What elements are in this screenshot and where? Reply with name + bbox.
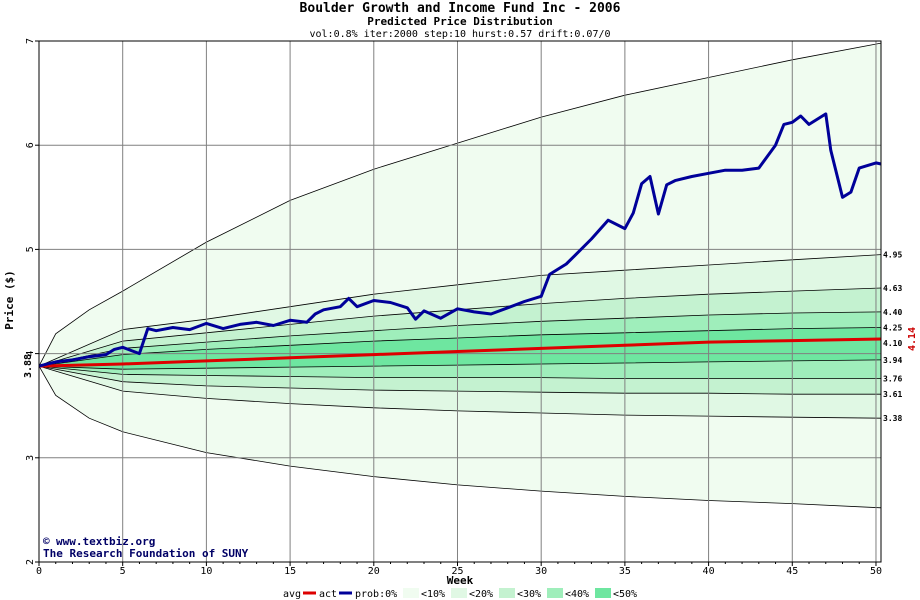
end-level-1: 4.95 — [883, 251, 902, 260]
end-level-9: 3.38 — [883, 414, 902, 423]
y-axis-label: Price ($) — [3, 270, 16, 330]
chart-title: Boulder Growth and Income Fund Inc - 200… — [300, 1, 621, 16]
x-tick-label-30: 30 — [535, 566, 547, 577]
end-level-2: 4.63 — [883, 284, 902, 293]
end-level-6: 3.94 — [883, 356, 902, 365]
website-credit: www.textbiz.org — [56, 535, 155, 548]
legend-band-swatch-2 — [451, 588, 467, 598]
end-level-4: 4.25 — [883, 324, 902, 333]
x-axis-ticks: 0 5 10 15 20 25 30 35 40 45 50 — [36, 562, 882, 577]
y-tick-label-4: 4 — [25, 351, 36, 357]
end-level-7: 3.76 — [883, 375, 902, 384]
y-tick-label-2: 2 — [25, 559, 36, 565]
series-act-line — [38, 112, 882, 368]
series-avg-line — [38, 337, 882, 368]
chart-subtitle: Predicted Price Distribution — [367, 15, 552, 28]
end-level-5: 4.10 — [883, 339, 902, 348]
y-tick-label-7: 7 — [25, 38, 36, 44]
legend-band-swatch-3 — [499, 588, 515, 598]
legend-band-swatch-4 — [547, 588, 563, 598]
x-tick-label-50: 50 — [870, 566, 882, 577]
y-tick-label-6: 6 — [25, 142, 36, 148]
y-tick-label-3: 3 — [25, 455, 36, 461]
legend-band-swatch-5 — [595, 588, 611, 598]
end-level-3: 4.40 — [883, 308, 902, 317]
x-tick-label-10: 10 — [200, 566, 212, 577]
x-tick-label-5: 5 — [120, 566, 126, 577]
end-level-labels: 4.95 4.63 4.40 4.25 4.10 3.94 3.76 3.61 3.38 — [883, 251, 902, 424]
last-value-label: 4.14 — [907, 327, 918, 351]
series-lines — [38, 112, 882, 368]
legend-band-label-2: <20% — [469, 589, 493, 600]
x-tick-label-0: 0 — [36, 566, 42, 577]
plot-frame — [38, 40, 882, 563]
x-tick-label-15: 15 — [284, 566, 296, 577]
legend-band-label-1: <10% — [421, 589, 445, 600]
x-tick-label-25: 25 — [451, 566, 463, 577]
legend: avg act prob:0% <10% <20% <30% <40% <50% — [283, 588, 637, 600]
y-axis-ticks: 2 3 4 5 6 7 — [25, 38, 39, 565]
legend-prob-label: prob:0% — [355, 589, 397, 600]
y-tick-label-5: 5 — [25, 246, 36, 252]
x-tick-label-40: 40 — [703, 566, 715, 577]
probability-bands — [38, 42, 882, 509]
x-tick-label-45: 45 — [786, 566, 798, 577]
end-level-8: 3.61 — [883, 390, 902, 399]
legend-band-swatch-1 — [403, 588, 419, 598]
x-axis-label: Week — [447, 574, 474, 587]
x-tick-label-35: 35 — [619, 566, 631, 577]
chart-params: vol:0.8% iter:2000 step:10 hurst:0.57 dr… — [309, 29, 610, 40]
legend-band-label-5: <50% — [613, 589, 637, 600]
legend-band-label-4: <40% — [565, 589, 589, 600]
legend-band-label-3: <30% — [517, 589, 541, 600]
legend-avg-label: avg — [283, 589, 301, 600]
organization-credit: The Research Foundation of SUNY — [43, 547, 249, 560]
legend-act-label: act — [319, 589, 337, 600]
plot-border — [38, 40, 882, 563]
start-price-label: 3.88 — [23, 354, 34, 378]
copyright-symbol: © — [43, 535, 50, 548]
x-tick-label-20: 20 — [368, 566, 380, 577]
